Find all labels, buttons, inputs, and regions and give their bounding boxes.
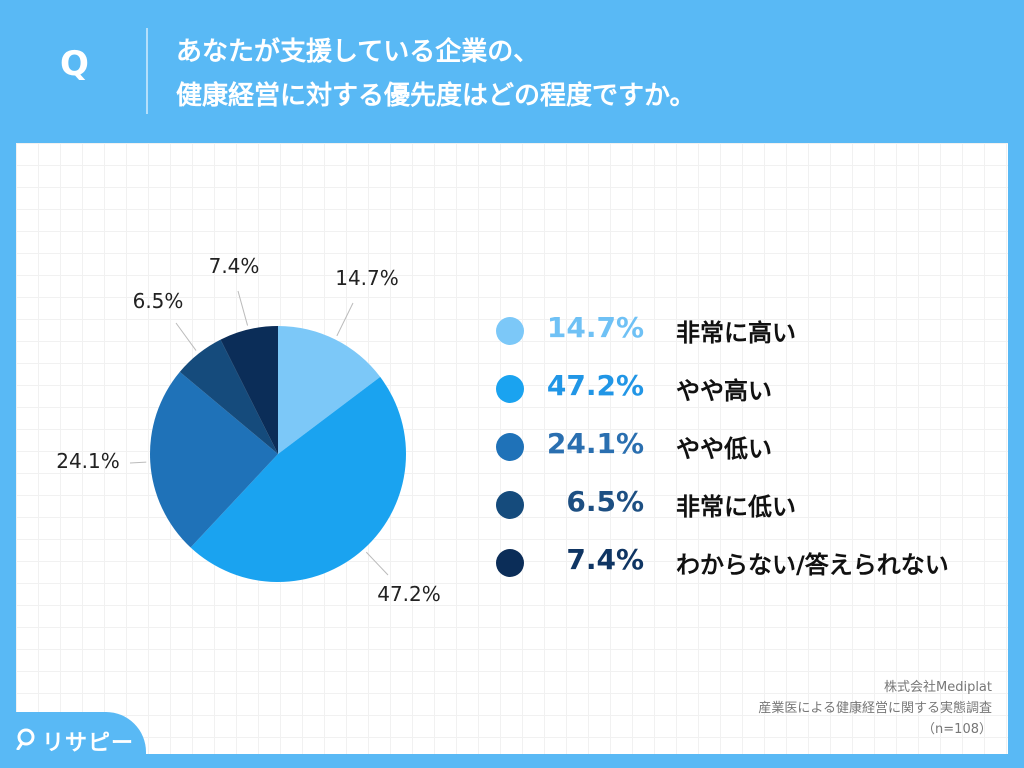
pie-data-label-2: 47.2% bbox=[377, 582, 441, 606]
legend-label: 非常に低い bbox=[676, 493, 796, 521]
source-sample-size: （n=108） bbox=[922, 722, 992, 737]
leader-line-4 bbox=[175, 322, 197, 351]
leader-line-5 bbox=[237, 290, 249, 326]
legend-swatch bbox=[496, 491, 524, 519]
legend-swatch bbox=[496, 317, 524, 345]
legend-swatch bbox=[496, 375, 524, 403]
question-title-line1: あなたが支援している企業の、 bbox=[176, 37, 540, 67]
legend-item-unknown: 7.4% わからない/答えられない bbox=[496, 535, 1016, 593]
pin-logo-icon bbox=[16, 728, 35, 750]
legend-value: 6.5% bbox=[566, 485, 644, 518]
legend-label: わからない/答えられない bbox=[676, 551, 949, 579]
leader-line-1 bbox=[336, 302, 354, 337]
pie-data-label-1: 14.7% bbox=[335, 266, 399, 290]
legend-value: 7.4% bbox=[566, 543, 644, 576]
chart-panel: 14.7% 47.2% 24.1% 6.5% 7.4% 14.7% 非常に高い 47.2… bbox=[16, 143, 1008, 754]
brand-logo-text: リサピー bbox=[42, 731, 135, 756]
source-survey: 産業医による健康経営に関する実態調査 bbox=[758, 701, 992, 716]
pie-slice-2 bbox=[190, 376, 406, 582]
pie-slice-3 bbox=[150, 371, 278, 548]
question-title: あなたが支援している企業の、 健康経営に対する優先度はどの程度ですか。 bbox=[176, 30, 695, 118]
pie-slice-5 bbox=[220, 326, 278, 454]
source-note: 株式会社Mediplat 産業医による健康経営に関する実態調査 （n=108） bbox=[758, 677, 992, 740]
legend-item-somewhat-low: 24.1% やや低い bbox=[496, 419, 1016, 477]
pie-data-label-4: 6.5% bbox=[133, 289, 184, 313]
legend-label: やや低い bbox=[676, 435, 772, 463]
legend-item-very-low: 6.5% 非常に低い bbox=[496, 477, 1016, 535]
source-company: 株式会社Mediplat bbox=[883, 680, 992, 695]
legend: 14.7% 非常に高い 47.2% やや高い 24.1% やや低い 6.5% 非… bbox=[496, 303, 1016, 593]
legend-item-somewhat-high: 47.2% やや高い bbox=[496, 361, 1016, 419]
legend-label: 非常に高い bbox=[676, 319, 796, 347]
pie-slice-4 bbox=[179, 339, 278, 454]
legend-value: 24.1% bbox=[546, 427, 644, 460]
leader-line-2 bbox=[365, 551, 389, 576]
legend-swatch bbox=[496, 433, 524, 461]
header-divider bbox=[146, 28, 148, 114]
question-mark-label: Q bbox=[60, 44, 89, 84]
header: Q あなたが支援している企業の、 健康経営に対する優先度はどの程度ですか。 bbox=[0, 0, 1024, 140]
pie-data-label-5: 7.4% bbox=[209, 254, 260, 278]
legend-label: やや高い bbox=[676, 377, 772, 405]
question-title-line2: 健康経営に対する優先度はどの程度ですか。 bbox=[176, 81, 696, 111]
pie-data-label-3: 24.1% bbox=[56, 449, 120, 473]
legend-value: 47.2% bbox=[546, 369, 644, 402]
logo-tab bbox=[0, 712, 146, 768]
leader-line-3 bbox=[129, 461, 147, 464]
legend-swatch bbox=[496, 549, 524, 577]
legend-value: 14.7% bbox=[546, 311, 644, 344]
pie-slice-1 bbox=[278, 326, 381, 454]
pie-chart: 14.7% 47.2% 24.1% 6.5% 7.4% bbox=[56, 254, 441, 606]
legend-item-very-high: 14.7% 非常に高い bbox=[496, 303, 1016, 361]
